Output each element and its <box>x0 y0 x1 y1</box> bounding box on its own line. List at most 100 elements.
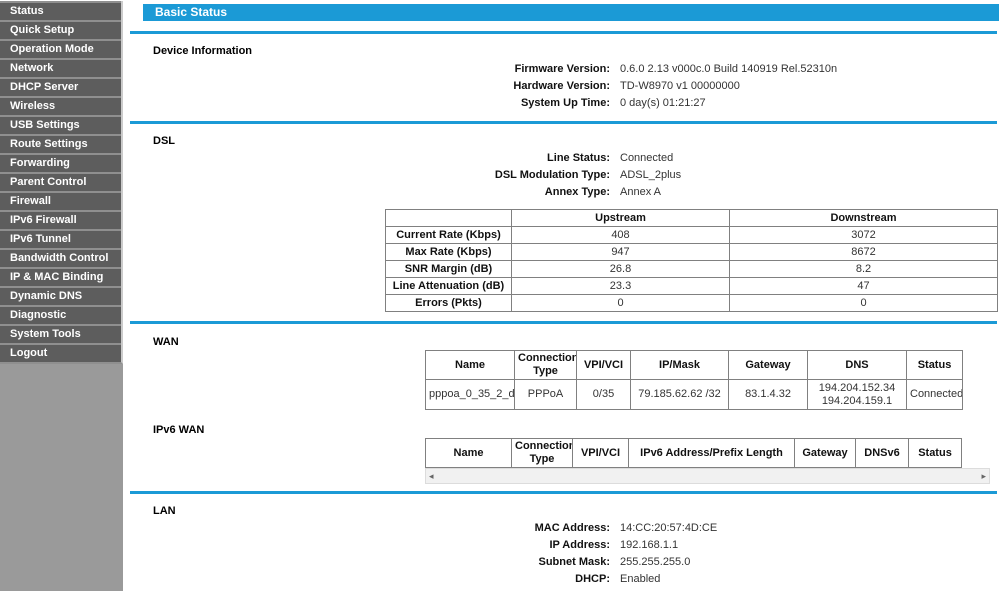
sidebar-item-status[interactable]: Status <box>0 1 121 20</box>
field-value: ADSL_2plus <box>620 169 682 181</box>
sidebar-item-logout[interactable]: Logout <box>0 343 121 362</box>
main-content: Basic Status Device Information Firmware… <box>125 0 999 591</box>
field-value: 0.6.0 2.13 v000c.0 Build 140919 Rel.5231… <box>620 63 838 75</box>
cell-value: 47 <box>729 277 998 295</box>
header-cell: IP/Mask <box>630 350 729 380</box>
wan-dns-secondary: 194.204.159.1 <box>821 394 893 407</box>
row-label: SNR Margin (dB) <box>385 260 512 278</box>
subnet-mask-row: Subnet Mask: 255.255.255.0 <box>125 554 999 571</box>
section-divider <box>130 321 997 324</box>
table-row: pppoa_0_35_2_d PPPoA 0/35 79.185.62.62 /… <box>425 379 963 410</box>
table-header-row: Name Connection Type VPI/VCI IP/Mask Gat… <box>425 350 963 380</box>
table-row: Current Rate (Kbps) 408 3072 <box>385 226 998 244</box>
sidebar-item-usb-settings[interactable]: USB Settings <box>0 115 121 134</box>
dsl-title: DSL <box>153 135 175 147</box>
header-cell: Status <box>908 438 962 468</box>
sidebar-item-network[interactable]: Network <box>0 58 121 77</box>
section-divider <box>130 491 997 494</box>
field-value: 14:CC:20:57:4D:CE <box>620 522 718 534</box>
sidebar: Status Quick Setup Operation Mode Networ… <box>0 0 125 591</box>
ipv6-wan-table: Name Connection Type VPI/VCI IPv6 Addres… <box>425 438 962 468</box>
sidebar-item-ip-mac-binding[interactable]: IP & MAC Binding <box>0 267 121 286</box>
wan-connection-type: PPPoA <box>514 379 577 410</box>
field-value: 192.168.1.1 <box>620 539 679 551</box>
field-value: Connected <box>620 152 674 164</box>
sidebar-lower-filler <box>0 364 123 591</box>
sidebar-menu: Status Quick Setup Operation Mode Networ… <box>0 1 123 364</box>
lan-title: LAN <box>153 505 176 517</box>
sidebar-item-system-tools[interactable]: System Tools <box>0 324 121 343</box>
page-title-bar: Basic Status <box>143 4 999 21</box>
sidebar-item-ipv6-firewall[interactable]: IPv6 Firewall <box>0 210 121 229</box>
cell-value: 0 <box>729 294 998 312</box>
section-divider <box>130 121 997 124</box>
field-value: Enabled <box>620 573 661 585</box>
field-label: IP Address: <box>549 539 610 551</box>
header-cell: VPI/VCI <box>572 438 629 468</box>
sidebar-item-ipv6-tunnel[interactable]: IPv6 Tunnel <box>0 229 121 248</box>
field-label: DSL Modulation Type: <box>494 169 610 181</box>
sidebar-item-bandwidth-control[interactable]: Bandwidth Control <box>0 248 121 267</box>
hardware-version-row: Hardware Version: TD-W8970 v1 00000000 <box>125 78 999 95</box>
header-cell: DNSv6 <box>855 438 909 468</box>
scroll-right-icon[interactable]: ▸ <box>981 471 986 481</box>
header-cell <box>385 209 512 227</box>
wan-status: Connected <box>906 379 963 410</box>
row-label: Current Rate (Kbps) <box>385 226 512 244</box>
dsl-stats-table: Upstream Downstream Current Rate (Kbps) … <box>385 209 998 312</box>
table-row: Errors (Pkts) 0 0 <box>385 294 998 312</box>
header-cell: Name <box>425 438 512 468</box>
firmware-version-row: Firmware Version: 0.6.0 2.13 v000c.0 Bui… <box>125 61 999 78</box>
header-cell: Status <box>906 350 963 380</box>
sidebar-item-parent-control[interactable]: Parent Control <box>0 172 121 191</box>
scroll-left-icon[interactable]: ◂ <box>429 471 434 481</box>
device-information-title: Device Information <box>153 45 253 57</box>
field-label: Hardware Version: <box>513 80 610 92</box>
sidebar-item-firewall[interactable]: Firewall <box>0 191 121 210</box>
sidebar-item-forwarding[interactable]: Forwarding <box>0 153 121 172</box>
row-label: Line Attenuation (dB) <box>385 277 512 295</box>
wan-ip-mask: 79.185.62.62 /32 <box>630 379 729 410</box>
cell-value: 3072 <box>729 226 998 244</box>
header-cell: Upstream <box>511 209 730 227</box>
table-row: Line Attenuation (dB) 23.3 47 <box>385 277 998 295</box>
header-cell: Connection Type <box>511 438 573 468</box>
mac-address-row: MAC Address: 14:CC:20:57:4D:CE <box>125 520 999 537</box>
header-cell: IPv6 Address/Prefix Length <box>628 438 795 468</box>
table-row: SNR Margin (dB) 26.8 8.2 <box>385 260 998 278</box>
sidebar-item-dhcp-server[interactable]: DHCP Server <box>0 77 121 96</box>
ip-address-row: IP Address: 192.168.1.1 <box>125 537 999 554</box>
table-row: Max Rate (Kbps) 947 8672 <box>385 243 998 261</box>
table-header-row: Name Connection Type VPI/VCI IPv6 Addres… <box>425 438 962 468</box>
wan-name: pppoa_0_35_2_d <box>425 379 515 410</box>
field-label: Subnet Mask: <box>538 556 610 568</box>
row-label: Max Rate (Kbps) <box>385 243 512 261</box>
field-label: MAC Address: <box>534 522 610 534</box>
field-label: Annex Type: <box>544 186 610 198</box>
wan-table: Name Connection Type VPI/VCI IP/Mask Gat… <box>425 350 963 410</box>
wan-dns: 194.204.152.34 194.204.159.1 <box>807 379 907 410</box>
field-value: 255.255.255.0 <box>620 556 691 568</box>
annex-type-row: Annex Type: Annex A <box>125 184 999 201</box>
sidebar-item-wireless[interactable]: Wireless <box>0 96 121 115</box>
field-value: Annex A <box>620 186 661 198</box>
field-label: System Up Time: <box>520 97 610 109</box>
cell-value: 947 <box>511 243 730 261</box>
line-status-row: Line Status: Connected <box>125 150 999 167</box>
cell-value: 23.3 <box>511 277 730 295</box>
sidebar-item-diagnostic[interactable]: Diagnostic <box>0 305 121 324</box>
cell-value: 26.8 <box>511 260 730 278</box>
cell-value: 8672 <box>729 243 998 261</box>
wan-title: WAN <box>153 336 179 348</box>
field-value: 0 day(s) 01:21:27 <box>620 97 706 109</box>
wan-dns-primary: 194.204.152.34 <box>818 381 896 394</box>
ipv6-wan-table-container: Name Connection Type VPI/VCI IPv6 Addres… <box>425 438 990 484</box>
dhcp-row: DHCP: Enabled <box>125 571 999 588</box>
ipv6-wan-horizontal-scrollbar[interactable]: ◂ ▸ <box>425 468 990 484</box>
sidebar-item-quick-setup[interactable]: Quick Setup <box>0 20 121 39</box>
sidebar-item-dynamic-dns[interactable]: Dynamic DNS <box>0 286 121 305</box>
wan-gateway: 83.1.4.32 <box>728 379 808 410</box>
sidebar-item-operation-mode[interactable]: Operation Mode <box>0 39 121 58</box>
header-cell: Name <box>425 350 515 380</box>
sidebar-item-route-settings[interactable]: Route Settings <box>0 134 121 153</box>
